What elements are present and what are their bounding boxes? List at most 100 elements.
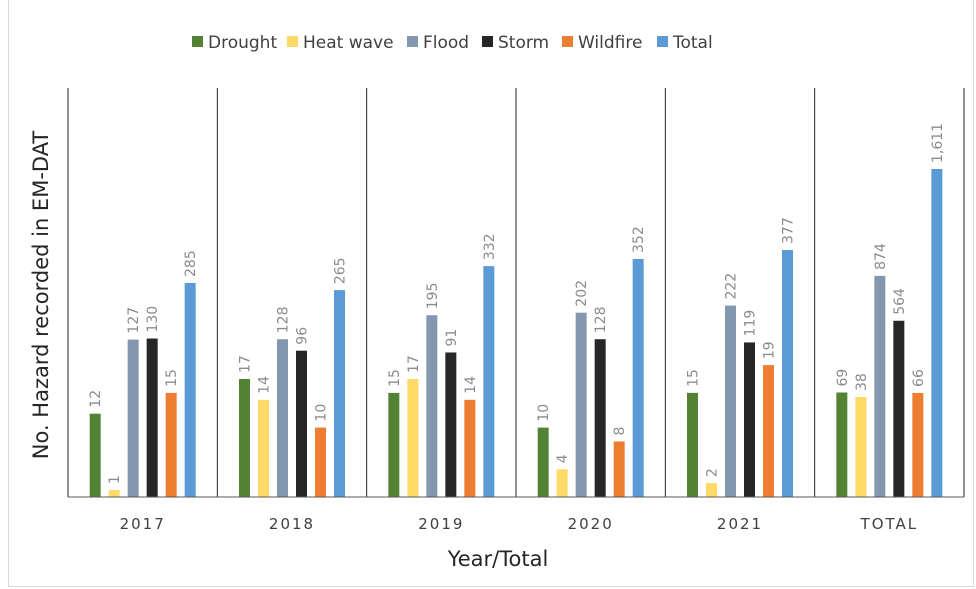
bars [89,169,943,497]
legend-label: Heat wave [303,33,394,53]
x-tick-label: TOTAL [860,515,919,533]
data-label: 15 [387,369,403,387]
data-label: 10 [536,404,552,422]
x-tick-label: 2020 [568,515,614,533]
legend: Drought Heat wave Flood Storm Wildfire Total [192,33,713,53]
data-label: 130 [145,306,161,333]
bar-storm-2018 [296,350,307,497]
bar-heat-wave-2017 [108,490,120,497]
bar-drought-2018 [239,379,250,497]
legend-item-heat-wave: Heat wave [287,33,394,53]
data-label: 69 [835,369,851,387]
data-label: 222 [724,273,740,300]
data-label: 14 [463,376,479,394]
bar-drought-2021 [687,392,698,497]
data-label: 127 [126,307,142,334]
data-label: 874 [873,243,889,270]
bar-wildfire-2018 [315,427,326,497]
bar-storm-2019 [445,352,457,497]
legend-item-flood: Flood [407,33,469,53]
bar-heat-wave-2021 [706,483,717,497]
legend-item-drought: Drought [192,33,277,53]
x-tick-label: 2021 [717,515,763,533]
legend-label: Total [672,33,713,53]
data-label: 564 [892,288,908,315]
category-separators [67,88,965,497]
bar-heat-wave-2018 [258,399,269,497]
legend-swatch [287,36,298,47]
x-tick-labels: 2017 2018 2019 2020 2021 TOTAL [120,515,919,533]
bar-storm-2020 [594,339,606,497]
data-label: 38 [854,373,870,391]
bar-heat-wave-total [855,397,867,497]
legend-label: Flood [423,33,469,53]
x-tick-label: 2017 [120,515,166,533]
bar-wildfire-2019 [464,399,476,497]
data-label: 128 [276,306,292,333]
data-label: 1 [107,475,123,484]
bar-storm-2021 [744,342,755,497]
bar-flood-2021 [725,305,736,497]
legend-item-wildfire: Wildfire [562,33,642,53]
data-label: 128 [593,306,609,333]
data-label: 96 [295,327,311,345]
legend-label: Wildfire [578,33,642,53]
legend-item-total: Total [657,33,713,53]
data-label: 19 [762,341,778,359]
bar-total-2019 [483,266,495,497]
legend-swatch [407,36,418,47]
data-label: 91 [444,329,460,347]
bar-flood-2018 [277,339,288,497]
data-label: 12 [88,390,104,408]
x-tick-label: 2019 [418,515,464,533]
legend-item-storm: Storm [482,33,549,53]
y-axis-title: No. Hazard recorded in EM-DAT [29,131,53,460]
bar-storm-total [893,320,905,497]
data-label: 377 [781,217,797,244]
data-label: 17 [406,355,422,373]
bar-flood-2020 [575,312,587,497]
data-label: 285 [183,250,199,277]
data-label: 8 [612,427,628,436]
bar-total-total [931,169,943,497]
bar-drought-total [836,392,848,497]
bar-drought-2019 [388,392,400,497]
legend-swatch [192,36,203,47]
bar-flood-2019 [426,315,438,497]
bar-wildfire-2017 [165,392,177,497]
legend-swatch [482,36,493,47]
data-label: 17 [238,355,254,373]
legend-label: Storm [498,33,549,53]
data-label: 265 [333,257,349,284]
x-tick-label: 2018 [269,515,315,533]
bar-heat-wave-2020 [556,469,568,497]
data-label: 14 [257,376,273,394]
bar-total-2018 [334,290,345,497]
bar-total-2021 [782,250,793,497]
data-label: 332 [482,233,498,260]
data-label: 352 [631,226,647,253]
data-label: 202 [574,280,590,307]
data-label: 119 [743,310,759,337]
bar-total-2017 [184,282,196,497]
data-label: 15 [686,369,702,387]
bar-storm-2017 [146,338,158,497]
bar-drought-2020 [537,427,549,497]
data-label: 195 [425,282,441,309]
bar-heat-wave-2019 [407,379,419,497]
legend-swatch [562,36,573,47]
legend-label: Drought [208,33,277,53]
bar-flood-2017 [127,339,139,497]
data-label: 66 [911,369,927,387]
data-label: 10 [314,404,330,422]
chart-frame [8,0,974,587]
x-axis-title: Year/Total [447,547,549,571]
data-label: 15 [164,369,180,387]
data-label: 1,611 [930,123,946,163]
bar-flood-total [874,275,886,497]
bar-total-2020 [632,258,644,497]
bar-drought-2017 [89,413,101,497]
bar-wildfire-total [912,392,924,497]
